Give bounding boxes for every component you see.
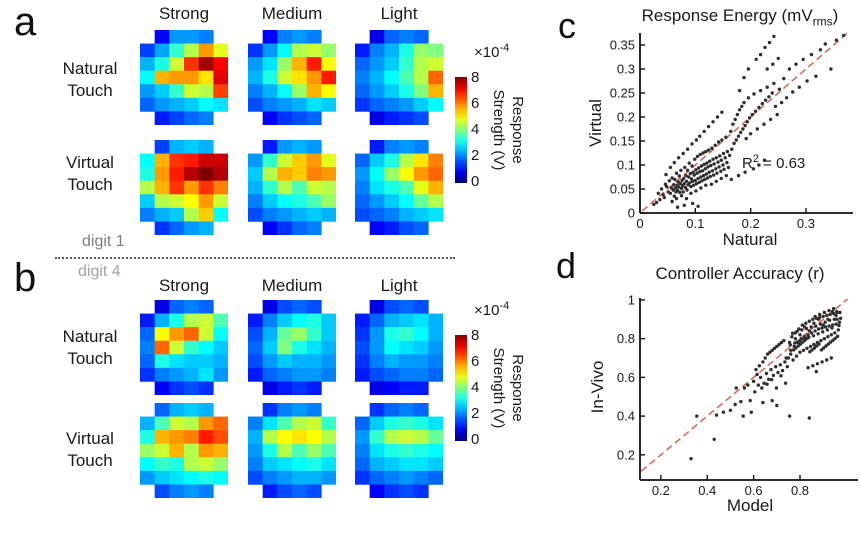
svg-text:0.8: 0.8 [617, 331, 635, 346]
svg-text:0.15: 0.15 [610, 134, 635, 149]
svg-text:0.2: 0.2 [652, 483, 670, 498]
panel-d-title: Controller Accuracy (r) [655, 264, 825, 283]
column-header-medium-a: Medium [261, 4, 323, 23]
svg-text:0.6: 0.6 [745, 483, 763, 498]
r-squared-text: R [742, 155, 753, 172]
row-label-line: Virtual [66, 429, 114, 448]
colorbar-exponent-sup: -4 [499, 300, 510, 312]
panel-c-xlabel: Natural [722, 230, 778, 249]
colorbar-a-tick-6: 6 [471, 95, 480, 112]
colorbar-a-tick-8: 8 [471, 69, 480, 86]
heatmap-b-natural-strong [140, 300, 228, 395]
r-squared-annotation: R2 = 0.63 [742, 153, 805, 172]
svg-text:0.4: 0.4 [617, 409, 635, 424]
digit-4-label: digit 4 [78, 263, 121, 280]
svg-text:0.1: 0.1 [617, 158, 635, 173]
panel-a-letter: a [14, 0, 37, 44]
svg-text:0.2: 0.2 [617, 447, 635, 462]
panel-d-ylabel: In-Vivo [588, 360, 607, 414]
panel-d-xlabel: Model [726, 496, 774, 515]
panel-d-letter: d [556, 245, 577, 286]
svg-text:0.35: 0.35 [610, 38, 635, 53]
heatmap-a-natural-light [355, 30, 443, 125]
svg-text:0.1: 0.1 [686, 216, 704, 228]
row-label-natural-touch-b: Natural Touch [42, 326, 138, 370]
heatmap-b-virtual-light [355, 403, 443, 498]
scatter-plot-c: 0 0.1 0.2 0.3 0 0.05 0.1 0.15 0.2 0.25 0.3 0.35 [610, 30, 853, 228]
heatmap-a-natural-medium [248, 30, 336, 125]
svg-text:0.6: 0.6 [617, 370, 635, 385]
heatmap-a-virtual-strong [140, 140, 228, 235]
heatmap-b-virtual-medium [248, 403, 336, 498]
colorbar-b-tick-8: 8 [471, 327, 480, 344]
digit-1-label: digit 1 [82, 233, 125, 250]
colorbar-a-tick-0: 0 [471, 173, 480, 190]
colorbar-label-line: Strength (V) [490, 89, 507, 171]
column-header-light-a: Light [380, 4, 418, 23]
row-label-line: Touch [67, 81, 113, 100]
svg-text:0.2: 0.2 [617, 110, 635, 125]
colorbar-exponent-base: ×10 [474, 44, 500, 61]
colorbar-b-tick-4: 4 [471, 379, 480, 396]
svg-text:0.8: 0.8 [791, 483, 809, 498]
scatter-plot-d: 0.2 0.4 0.6 0.8 0.2 0.4 0.6 0.8 1 [617, 292, 858, 498]
svg-text:0.3: 0.3 [617, 62, 635, 77]
colorbar-a-gradient [455, 77, 467, 183]
svg-text:0: 0 [628, 206, 635, 221]
colorbar-b-label: Response Strength (V) [487, 328, 527, 448]
row-label-line: Virtual [66, 153, 114, 172]
svg-text:0: 0 [636, 216, 643, 228]
panel-b-letter: b [14, 256, 37, 300]
column-header-medium-b: Medium [261, 276, 323, 295]
colorbar-b-tick-0: 0 [471, 431, 480, 448]
heatmap-b-natural-light [355, 300, 443, 395]
svg-text:0.25: 0.25 [610, 86, 635, 101]
colorbar-label-line: Response [509, 96, 526, 164]
column-header-strong-a: Strong [158, 4, 210, 23]
row-label-line: Touch [67, 175, 113, 194]
panel-c-ylabel: Virtual [586, 99, 605, 147]
colorbar-label-line: Strength (V) [490, 347, 507, 429]
colorbar-exponent-base: ×10 [474, 302, 500, 319]
heatmap-b-virtual-strong [140, 403, 228, 498]
panel-c-title-subscript: rms [812, 14, 833, 29]
heatmap-a-virtual-light [355, 140, 443, 235]
r-squared-text: = 0.63 [758, 155, 806, 172]
svg-text:0.3: 0.3 [797, 216, 815, 228]
row-label-natural-touch-a: Natural Touch [42, 58, 138, 102]
panel-c-letter: c [558, 5, 576, 46]
colorbar-a-tick-4: 4 [471, 121, 480, 138]
row-label-line: Touch [67, 451, 113, 470]
colorbar-exponent-sup: -4 [499, 42, 510, 54]
colorbar-a-exponent: ×10-4 [474, 42, 509, 61]
heatmap-b-natural-medium [248, 300, 336, 395]
row-label-line: Touch [67, 349, 113, 368]
row-label-line: Natural [62, 327, 118, 346]
digit-divider-line [55, 257, 455, 259]
panel-c-title-text: ) [832, 6, 839, 25]
colorbar-b-gradient [455, 335, 467, 441]
colorbar-a-tick-2: 2 [471, 147, 480, 164]
r-squared-sup: 2 [752, 153, 759, 165]
row-label-virtual-touch-a: Virtual Touch [42, 152, 138, 196]
row-label-line: Natural [62, 59, 118, 78]
colorbar-b-tick-6: 6 [471, 353, 480, 370]
colorbar-label-line: Response [509, 354, 526, 422]
svg-text:0.4: 0.4 [698, 483, 716, 498]
column-header-light-b: Light [380, 276, 418, 295]
svg-text:1: 1 [628, 292, 635, 307]
colorbar-a-label: Response Strength (V) [487, 70, 527, 190]
svg-text:0.05: 0.05 [610, 182, 635, 197]
heatmap-a-virtual-medium [248, 140, 336, 235]
panel-c-title: Response Energy (mVrms) [620, 6, 860, 28]
heatmap-a-natural-strong [140, 30, 228, 125]
colorbar-b-exponent: ×10-4 [474, 300, 509, 319]
svg-text:0.2: 0.2 [742, 216, 760, 228]
row-label-virtual-touch-b: Virtual Touch [42, 428, 138, 472]
column-header-strong-b: Strong [158, 276, 210, 295]
panel-c-title-text: Response Energy (mV [641, 6, 813, 25]
colorbar-b-tick-2: 2 [471, 405, 480, 422]
